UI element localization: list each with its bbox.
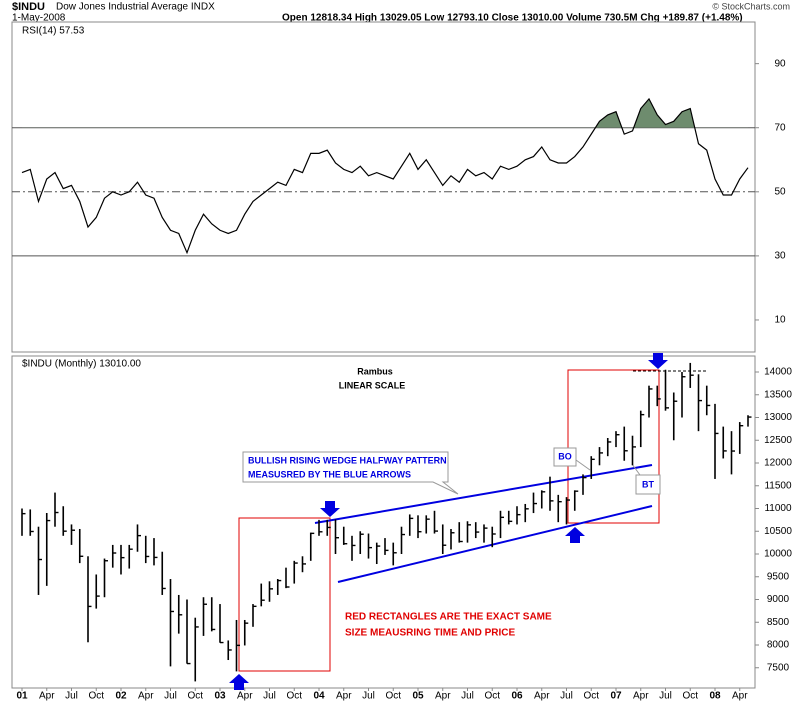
y-tick-label: 50 (774, 186, 786, 197)
x-tick-label: Apr (732, 691, 748, 702)
x-tick-label: Apr (633, 691, 649, 702)
y-tick-label: 90 (774, 58, 786, 69)
y-tick-label: 9000 (767, 594, 790, 605)
x-tick-label: 06 (511, 691, 523, 702)
y-tick-label: 10 (774, 315, 786, 326)
y-tick-label: 13500 (764, 389, 792, 400)
copyright: © StockCharts.com (712, 1, 790, 11)
wedge-line (337, 505, 653, 583)
x-tick-label: 08 (709, 691, 721, 702)
rsi-line (21, 97, 749, 255)
y-tick-label: 10500 (764, 526, 792, 537)
y-tick-label: 70 (774, 122, 786, 133)
callout-pointer (575, 459, 591, 471)
x-tick-label: Jul (362, 691, 375, 702)
x-tick-label: Apr (138, 691, 154, 702)
overbought-fill (22, 98, 748, 128)
y-tick-label: 8500 (767, 617, 790, 628)
x-tick-label: 01 (16, 691, 28, 702)
red-rectangle (567, 369, 660, 524)
callout (635, 474, 661, 495)
y-tick-label: 13000 (764, 412, 792, 423)
y-tick-label: 7500 (767, 662, 790, 673)
rsi-legend: RSI(14) 57.53 (22, 26, 85, 37)
x-tick-label: Oct (385, 691, 401, 702)
x-tick-label: 07 (610, 691, 622, 702)
x-tick-label: Jul (659, 691, 672, 702)
x-tick-label: Apr (39, 691, 55, 702)
index-name: Dow Jones Industrial Average INDX (56, 2, 215, 13)
rectangle-note: SIZE MEAUSRING TIME AND PRICE (345, 628, 516, 639)
y-tick-label: 9500 (767, 571, 790, 582)
x-tick-label: Apr (237, 691, 253, 702)
x-tick-label: Oct (484, 691, 500, 702)
red-rectangle (238, 517, 331, 672)
backtest-label: BT (642, 479, 654, 489)
price-legend: $INDU (Monthly) 13010.00 (22, 359, 141, 370)
price-frame (11, 355, 756, 689)
x-tick-label: Jul (164, 691, 177, 702)
date: 1-May-2008 (12, 13, 66, 24)
callout (242, 451, 459, 495)
y-tick-label: 14000 (764, 367, 792, 378)
x-tick-label: 02 (115, 691, 127, 702)
quote: Open 12818.34 High 13029.05 Low 12793.10… (282, 13, 743, 24)
x-tick-label: Oct (682, 691, 698, 702)
breakout-label: BO (558, 451, 572, 461)
rectangle-note: RED RECTANGLES ARE THE EXACT SAME (345, 612, 552, 623)
x-tick-label: Jul (65, 691, 78, 702)
callout-pointer (631, 463, 641, 476)
scale-note: LINEAR SCALE (339, 380, 406, 390)
y-tick-label: 8000 (767, 640, 790, 651)
y-tick-label: 10000 (764, 549, 792, 560)
arrow-down (648, 353, 668, 369)
wedge-note: MEASUSRED BY THE BLUE ARROWS (248, 469, 411, 479)
wedge-line (314, 464, 653, 524)
x-tick-label: Apr (336, 691, 352, 702)
x-tick-label: Oct (583, 691, 599, 702)
callout (553, 447, 577, 467)
x-tick-label: Oct (286, 691, 302, 702)
x-tick-label: Jul (560, 691, 573, 702)
symbol: $INDU (12, 1, 45, 13)
x-tick-label: 05 (412, 691, 424, 702)
wedge-note: BULLISH RISING WEDGE HALFWAY PATTERN (248, 455, 447, 465)
x-tick-label: Jul (263, 691, 276, 702)
y-tick-label: 12000 (764, 458, 792, 469)
y-tick-label: 11500 (764, 480, 792, 491)
x-tick-label: Oct (187, 691, 203, 702)
x-tick-label: Apr (534, 691, 550, 702)
x-tick-label: 03 (214, 691, 226, 702)
x-tick-label: Oct (88, 691, 104, 702)
y-tick-label: 30 (774, 251, 786, 262)
rsi-frame (11, 21, 756, 353)
y-tick-label: 12500 (764, 435, 792, 446)
y-tick-label: 11000 (764, 503, 792, 514)
arrow-up (565, 527, 585, 543)
arrow-up (229, 674, 249, 690)
author: Rambus (357, 366, 393, 376)
arrow-down (320, 501, 340, 517)
annotations (229, 353, 708, 690)
x-tick-label: 04 (313, 691, 325, 702)
x-tick-label: Jul (461, 691, 474, 702)
x-tick-label: Apr (435, 691, 451, 702)
